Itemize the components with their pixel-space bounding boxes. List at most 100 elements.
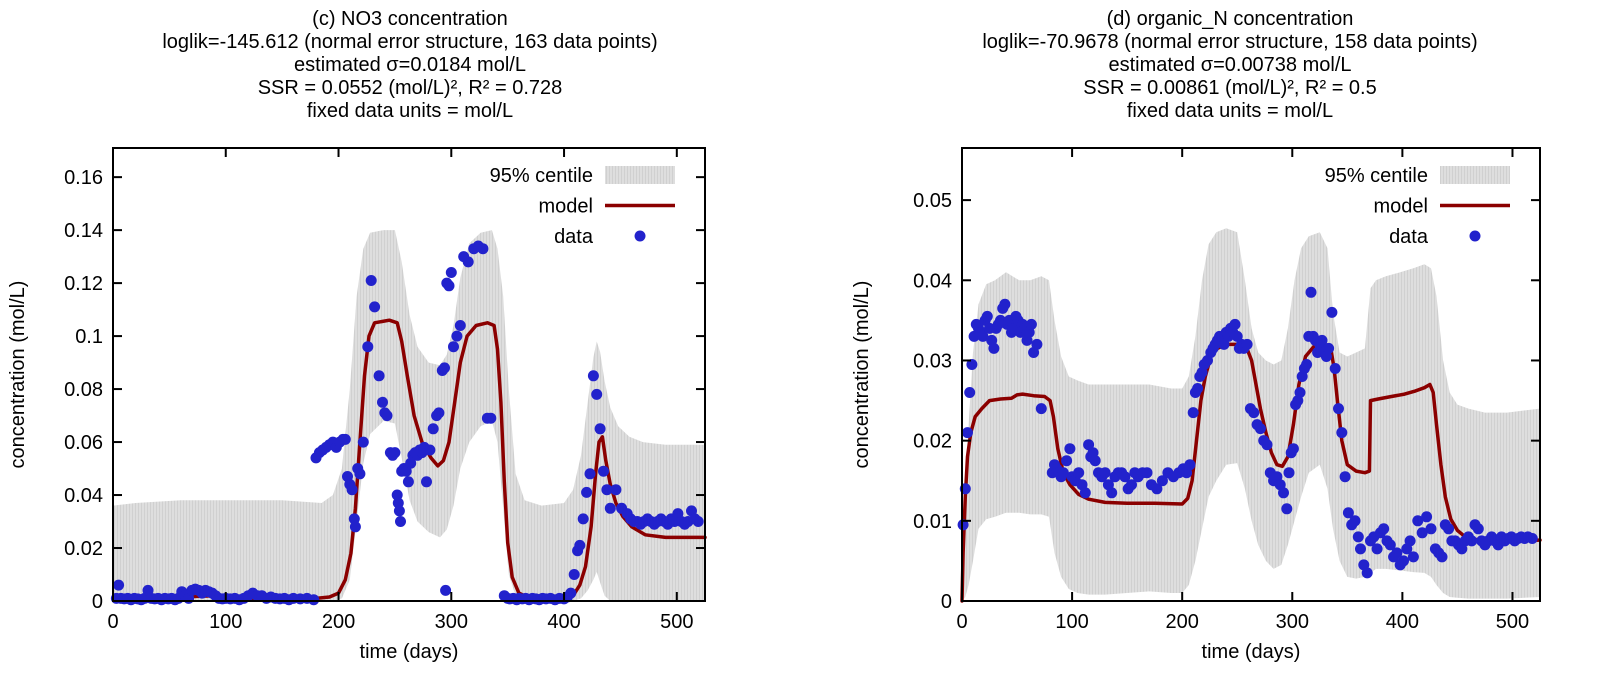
- organic-n-title-block: (d) organic_N concentration loglik=-70.96…: [860, 8, 1600, 123]
- data-point: [389, 447, 401, 459]
- y-tick-label: 0.04: [64, 485, 103, 507]
- x-tick-label: 300: [435, 611, 468, 633]
- data-point: [1073, 467, 1085, 479]
- x-tick-label: 500: [1496, 611, 1529, 633]
- legend-label-line: model: [539, 196, 593, 218]
- data-point: [568, 569, 580, 580]
- data-point: [433, 407, 445, 419]
- data-point: [445, 267, 457, 278]
- data-point: [1333, 403, 1344, 415]
- data-point: [964, 387, 976, 398]
- data-point: [454, 320, 466, 331]
- data-point: [393, 505, 405, 517]
- data-point: [1083, 439, 1095, 451]
- y-tick-label: 0.12: [64, 273, 103, 295]
- x-tick-label: 100: [1055, 611, 1088, 633]
- data-point: [308, 594, 320, 606]
- data-point: [1336, 427, 1348, 439]
- data-point: [485, 412, 497, 424]
- data-point: [1031, 338, 1043, 350]
- x-tick-label: 400: [1386, 611, 1419, 633]
- x-tick-label: 200: [1166, 611, 1199, 633]
- data-point: [1526, 533, 1538, 544]
- data-point: [1416, 527, 1428, 539]
- data-point: [577, 513, 589, 525]
- data-point: [1218, 338, 1230, 350]
- y-tick-label: 0.16: [64, 167, 103, 189]
- axis-ticks: [961, 148, 1540, 602]
- legend-band-swatch: [1440, 166, 1510, 184]
- x-tick-label: 500: [660, 611, 693, 633]
- data-point: [981, 310, 993, 322]
- data-point: [448, 341, 459, 353]
- confidence-band-area: [113, 230, 705, 601]
- x-axis-label: time (days): [360, 641, 459, 663]
- data-point: [1254, 423, 1266, 435]
- data-point: [1421, 511, 1433, 523]
- data-point: [1398, 555, 1409, 567]
- legend-label-band: 95% centile: [490, 165, 593, 187]
- data-point: [1425, 523, 1437, 535]
- organic-n-title-line: SSR = 0.00861 (mol/L)², R² = 0.5: [1083, 77, 1377, 99]
- data-point: [966, 359, 978, 370]
- no3-chart: 0 100 200 300 400 500 0 0.02 0.04 0.06 0.08 0.1 0.12…: [7, 147, 707, 663]
- data-point: [381, 410, 393, 422]
- data-point: [377, 396, 388, 408]
- data-point: [1305, 286, 1317, 298]
- data-point: [1278, 487, 1289, 499]
- data-point: [587, 370, 599, 382]
- data-point: [1339, 471, 1351, 483]
- organic-n-chart: 0 100 200 300 400 500 0 0.01 0.02 0.03 0.04 0.05 tim…: [851, 147, 1542, 663]
- data-point: [594, 423, 606, 435]
- data-point: [391, 489, 403, 501]
- data-point: [1141, 467, 1153, 479]
- data-point: [346, 484, 358, 496]
- data-point: [1466, 535, 1478, 547]
- data-point: [349, 521, 361, 533]
- data-point: [1329, 363, 1341, 374]
- data-point: [427, 423, 439, 435]
- data-point: [354, 468, 366, 480]
- x-tick-label: 0: [107, 611, 118, 633]
- data-point: [443, 280, 455, 292]
- no3-title-line: (c) NO3 concentration: [312, 8, 508, 30]
- data-point: [962, 427, 973, 439]
- data-point: [362, 341, 374, 353]
- data-point: [1412, 515, 1424, 527]
- data-points: [110, 240, 704, 606]
- data-point: [1323, 342, 1335, 354]
- data-point: [421, 476, 432, 488]
- y-axis-label: concentration (mol/L): [851, 281, 873, 469]
- data-point: [339, 433, 351, 445]
- data-point: [1035, 403, 1047, 415]
- data-point: [1349, 515, 1361, 527]
- data-point: [565, 587, 577, 599]
- y-tick-label: 0: [92, 591, 103, 613]
- x-tick-label: 0: [956, 611, 967, 633]
- data-point: [439, 362, 450, 374]
- data-point: [574, 539, 586, 551]
- x-tick-label: 400: [547, 611, 580, 633]
- data-point: [1294, 387, 1306, 398]
- no3-title-line: fixed data units = mol/L: [306, 100, 514, 122]
- data-points: [957, 286, 1538, 579]
- data-point: [1064, 443, 1076, 455]
- x-tick-label: 100: [209, 611, 242, 633]
- axis-ticks: [112, 148, 705, 602]
- legend-label-point: data: [554, 226, 594, 248]
- y-tick-label: 0: [941, 591, 952, 613]
- data-point: [1106, 487, 1118, 499]
- data-point: [424, 444, 436, 456]
- organic-n-title-line: (d) organic_N concentration: [1106, 8, 1354, 30]
- legend: 95% centile model data: [490, 165, 675, 248]
- legend-label-line: model: [1374, 196, 1428, 218]
- data-point: [692, 516, 704, 527]
- legend-label-band: 95% centile: [1325, 165, 1428, 187]
- data-point: [402, 476, 414, 488]
- data-point: [1187, 407, 1199, 419]
- y-tick-label: 0.06: [64, 432, 103, 454]
- x-tick-label: 300: [1276, 611, 1309, 633]
- data-point: [610, 484, 622, 496]
- no3-title-line: SSR = 0.0552 (mol/L)², R² = 0.728: [257, 77, 563, 99]
